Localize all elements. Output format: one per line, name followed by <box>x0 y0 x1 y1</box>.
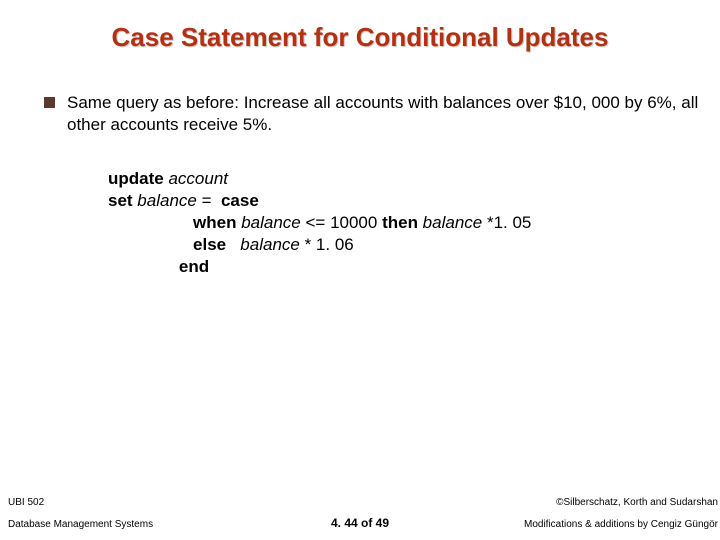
code-indent <box>108 213 193 232</box>
footer-page-number: 4. 44 of 49 <box>0 516 720 530</box>
bullet-text: Same query as before: Increase all accou… <box>67 92 700 136</box>
code-block: update account set balance = case when b… <box>108 168 531 278</box>
code-ident: balance <box>241 213 305 232</box>
code-kw: end <box>179 257 209 276</box>
code-kw: else <box>193 235 240 254</box>
bullet-item: Same query as before: Increase all accou… <box>44 92 700 136</box>
code-ident: balance <box>137 191 201 210</box>
code-ident: balance <box>240 235 304 254</box>
code-indent <box>108 235 193 254</box>
code-kw: set <box>108 191 137 210</box>
slide-title: Case Statement for Conditional Updates <box>0 22 720 53</box>
code-ident: account <box>168 169 228 188</box>
bullet-square-icon <box>44 97 55 108</box>
code-kw: when <box>193 213 241 232</box>
code-op: * 1. 06 <box>305 235 354 254</box>
code-kw: then <box>382 213 423 232</box>
footer-copyright: ©Silberschatz, Korth and Sudarshan <box>556 497 718 508</box>
code-op: <= 10000 <box>305 213 382 232</box>
code-op: *1. 05 <box>487 213 531 232</box>
code-op: = <box>202 191 221 210</box>
code-kw: update <box>108 169 168 188</box>
code-kw: case <box>221 191 259 210</box>
code-ident: balance <box>423 213 487 232</box>
code-indent <box>108 257 179 276</box>
footer-course-code: UBI 502 <box>8 497 44 508</box>
